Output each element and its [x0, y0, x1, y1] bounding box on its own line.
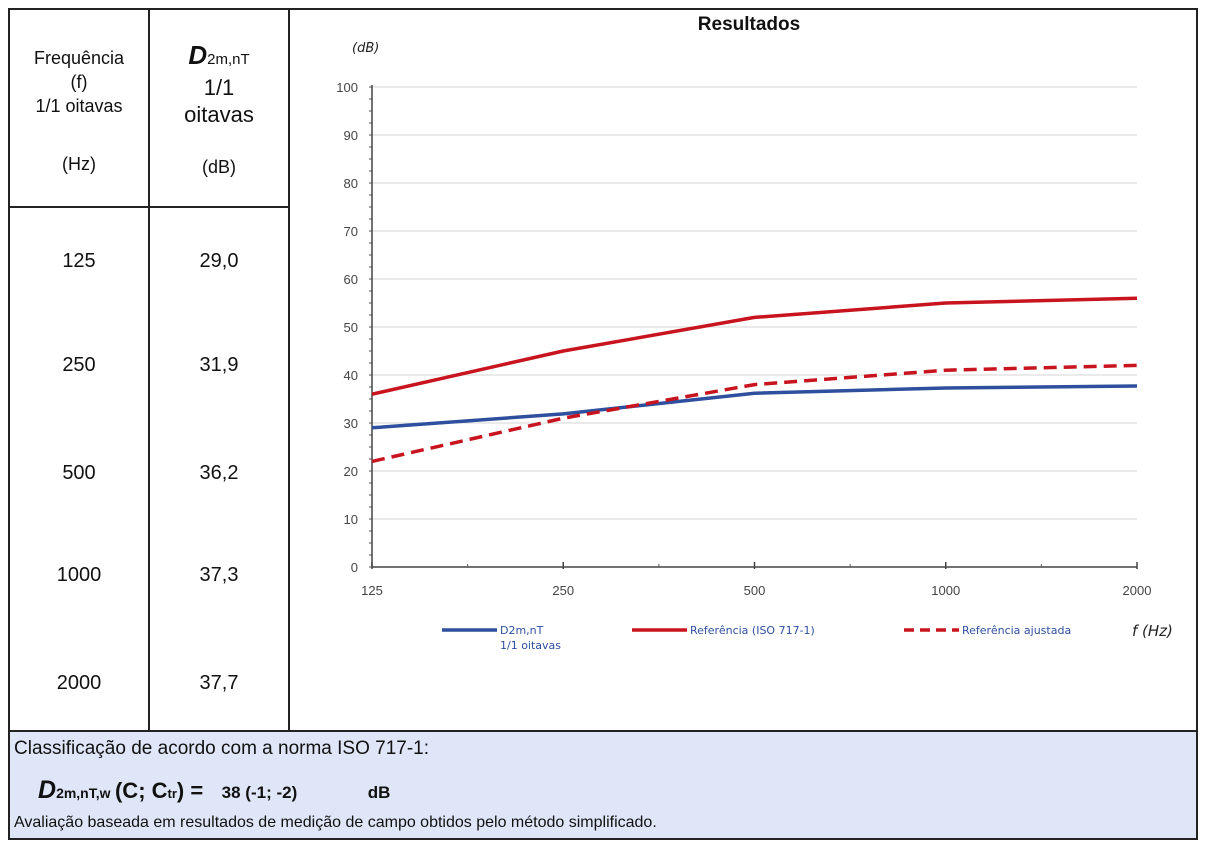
grid-layer — [372, 86, 1137, 520]
legend: D2m,nT 1/1 oitavas Referência (ISO 717-1) R… — [442, 624, 1071, 652]
series-line-2 — [371, 363, 1138, 464]
d2mnt-header-symbol-row: D2m,nT — [150, 40, 288, 75]
d2mnt-header-line: 1/1 — [203, 75, 235, 100]
classification-value: 38 (-1; -2) — [221, 783, 298, 802]
legend-label: D2m,nT — [500, 624, 544, 637]
formula-paren-close: ) = — [176, 778, 204, 803]
formula-paren-open: (C; C — [114, 778, 168, 803]
d2mnt-header-line: oitavas — [184, 102, 254, 127]
table-row-value: 31,9 — [199, 354, 239, 376]
y-tick-label: 70 — [344, 224, 358, 239]
d2mnt-header-unit: (dB) — [201, 157, 236, 177]
table-row-value: 36,2 — [199, 462, 239, 484]
y-tick-label: 50 — [344, 320, 358, 335]
table-row-freq: 1000 — [56, 564, 102, 586]
y-tick-label: 0 — [351, 560, 358, 575]
y-tick-label: 20 — [344, 464, 358, 479]
x-tick-label: 1000 — [931, 583, 960, 598]
series-layer — [371, 296, 1138, 464]
frequency-header-unit: (Hz) — [62, 154, 96, 174]
y-tick-label: 100 — [336, 80, 358, 95]
legend-label-line2: 1/1 oitavas — [500, 639, 561, 652]
y-axis-label: (dB) — [352, 41, 379, 56]
classification-panel: Classificação de acordo com a norma ISO … — [10, 732, 1196, 838]
frequency-header-line: Frequência — [33, 48, 125, 68]
classification-formula: D2m,nT,w (C; Ctr) = 38 (-1; -2) dB — [38, 776, 390, 805]
table-row-freq: 2000 — [56, 672, 102, 694]
results-frame — [8, 8, 1198, 840]
table-row-freq: 125 — [62, 250, 96, 272]
axis-layer: 0 10 20 30 40 50 60 70 80 90 100 125 250 500 1000 2000 — [336, 80, 1151, 598]
formula-symbol: D — [38, 776, 57, 804]
d2mnt-header: D2m,nT 1/1 oitavas (dB) — [150, 40, 288, 178]
table-row-value: 37,3 — [199, 564, 239, 586]
classification-unit: dB — [367, 783, 391, 802]
table-divider — [148, 8, 150, 732]
series-line-0 — [371, 384, 1138, 430]
y-tick-label: 40 — [344, 368, 358, 383]
x-axis-label: f (Hz) — [1132, 622, 1173, 640]
x-tick-label: 125 — [361, 583, 383, 598]
frequency-header-line: 1/1 oitavas — [35, 96, 123, 116]
d2mnt-symbol: D — [188, 40, 208, 70]
y-tick-label: 90 — [344, 128, 358, 143]
legend-label: Referência ajustada — [962, 624, 1071, 637]
x-tick-label: 500 — [744, 583, 766, 598]
classification-title: Classificação de acordo com a norma ISO … — [14, 738, 430, 759]
series-line-1 — [371, 296, 1138, 396]
frequency-header-line: (f) — [70, 72, 88, 92]
y-tick-label: 10 — [344, 512, 358, 527]
y-tick-label: 60 — [344, 272, 358, 287]
x-tick-label: 2000 — [1123, 583, 1152, 598]
results-chart: Resultados (dB) 0 10 20 30 40 50 60 70 80 90 100 12… — [336, 14, 1173, 652]
table-row-freq: 500 — [62, 462, 96, 484]
table-divider — [288, 8, 290, 732]
legend-label: Referência (ISO 717-1) — [690, 624, 815, 637]
classification-note: Avaliação baseada em resultados de mediç… — [14, 814, 657, 831]
x-tick-label: 250 — [552, 583, 574, 598]
y-tick-label: 80 — [344, 176, 358, 191]
table-divider — [8, 730, 1198, 732]
table-row-freq: 250 — [62, 354, 96, 376]
table-row-value: 29,0 — [199, 250, 239, 272]
formula-subscript: 2m,nT,w — [56, 785, 111, 801]
frequency-header: Frequência (f) 1/1 oitavas (Hz) — [10, 46, 148, 176]
y-tick-label: 30 — [344, 416, 358, 431]
table-divider — [8, 206, 290, 208]
table-row-value: 37,7 — [199, 672, 239, 694]
formula-ctr-subscript: tr — [167, 786, 177, 801]
d2mnt-subscript: 2m,nT — [207, 51, 250, 68]
chart-title: Resultados — [698, 14, 800, 35]
